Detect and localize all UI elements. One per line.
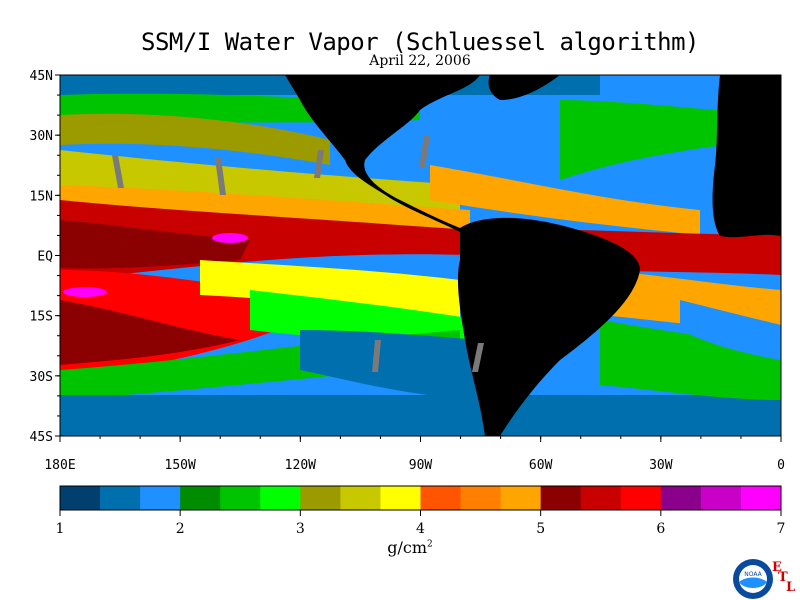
lon-tick-label: 90W	[409, 458, 433, 473]
colorbar-swatch	[380, 486, 421, 510]
map-date: April 22, 2006	[369, 53, 471, 69]
colorbar-tick-label: 4	[416, 521, 425, 537]
data-gap-swath	[112, 155, 124, 188]
colorbar-units: g/cm2	[380, 538, 440, 557]
colorbar-swatch	[740, 486, 782, 510]
colorbar-swatch	[580, 486, 622, 510]
spcz-core	[60, 300, 240, 365]
colorbar-tick-label: 5	[536, 521, 545, 537]
units-exponent: 2	[427, 539, 433, 550]
colorbar-swatch	[460, 486, 502, 510]
south-america-land	[457, 217, 640, 436]
org-letter: T	[778, 570, 788, 585]
caribbean-band	[430, 165, 700, 235]
eq-yellow-band	[200, 260, 460, 320]
noaa-logo-icon: NOAA	[733, 559, 773, 599]
colorbar-tick-label: 7	[777, 521, 786, 537]
lon-tick-label: 0	[777, 458, 785, 473]
colorbar-swatch	[140, 486, 181, 510]
colorbar-tick-label: 6	[656, 521, 665, 537]
greenland-land	[488, 75, 560, 100]
lat-tick-label: EQ	[37, 250, 53, 265]
lat-tick-label: 15S	[30, 310, 53, 325]
colorbar-swatch	[500, 486, 542, 510]
colorbar-swatch	[660, 486, 702, 510]
colorbar-swatch	[260, 486, 301, 510]
north-yellow-band	[60, 113, 330, 165]
data-gap-swath	[372, 340, 381, 372]
lat-tick-label: 45S	[30, 430, 53, 445]
colorbar: 1 2 3 4 5 6 7	[56, 485, 786, 537]
longitude-axis: 180E 150W 120W 90W 60W 30W 0	[44, 436, 785, 473]
lat-tick-label: 15N	[30, 189, 53, 204]
lon-tick-label: 30W	[649, 458, 673, 473]
colorbar-tick-label: 3	[296, 521, 305, 537]
colorbar-swatch	[700, 486, 742, 510]
colorbar-tick-label: 2	[176, 521, 185, 537]
colorbar-swatch	[220, 486, 261, 510]
lat-tick-label: 30N	[30, 129, 53, 144]
lon-tick-label: 150W	[165, 458, 196, 473]
lon-tick-label: 180E	[44, 458, 75, 473]
org-letter: L	[786, 580, 796, 595]
colorbar-swatch	[540, 486, 582, 510]
colorbar-tick-label: 1	[56, 521, 65, 537]
units-text: g/cm	[387, 538, 428, 557]
data-gap-swath	[472, 343, 484, 372]
north-america-land	[285, 75, 480, 250]
map-title: SSM/I Water Vapor (Schluessel algorithm)	[141, 28, 699, 56]
org-letter: E	[772, 560, 782, 575]
colorbar-swatch	[180, 486, 221, 510]
south-atlantic-green	[600, 320, 781, 400]
latitude-axis: 45N 30N 15N EQ 15S 30S 45S	[30, 69, 60, 445]
south-dry-band	[60, 395, 781, 436]
svg-text:NOAA: NOAA	[744, 571, 762, 578]
colorbar-swatch	[100, 486, 141, 510]
africa-land	[712, 75, 781, 238]
lon-tick-label: 60W	[529, 458, 553, 473]
magenta-spot	[63, 287, 107, 297]
colorbar-swatch	[420, 486, 462, 510]
data-gap-swath	[314, 150, 324, 178]
southeast-pacific-dry	[300, 330, 480, 400]
colorbar-swatch	[60, 486, 101, 510]
colorbar-swatch	[620, 486, 662, 510]
lat-tick-label: 45N	[30, 69, 53, 84]
map-field	[60, 75, 781, 436]
colorbar-swatch	[340, 486, 381, 510]
south-atlantic-dry	[680, 300, 781, 360]
data-gap-swath	[419, 135, 430, 168]
lat-tick-label: 30S	[30, 370, 53, 385]
lon-tick-label: 120W	[285, 458, 316, 473]
itcz-core	[60, 220, 250, 269]
magenta-spot	[212, 233, 248, 243]
colorbar-swatch	[300, 486, 341, 510]
data-gap-swath	[215, 158, 226, 195]
